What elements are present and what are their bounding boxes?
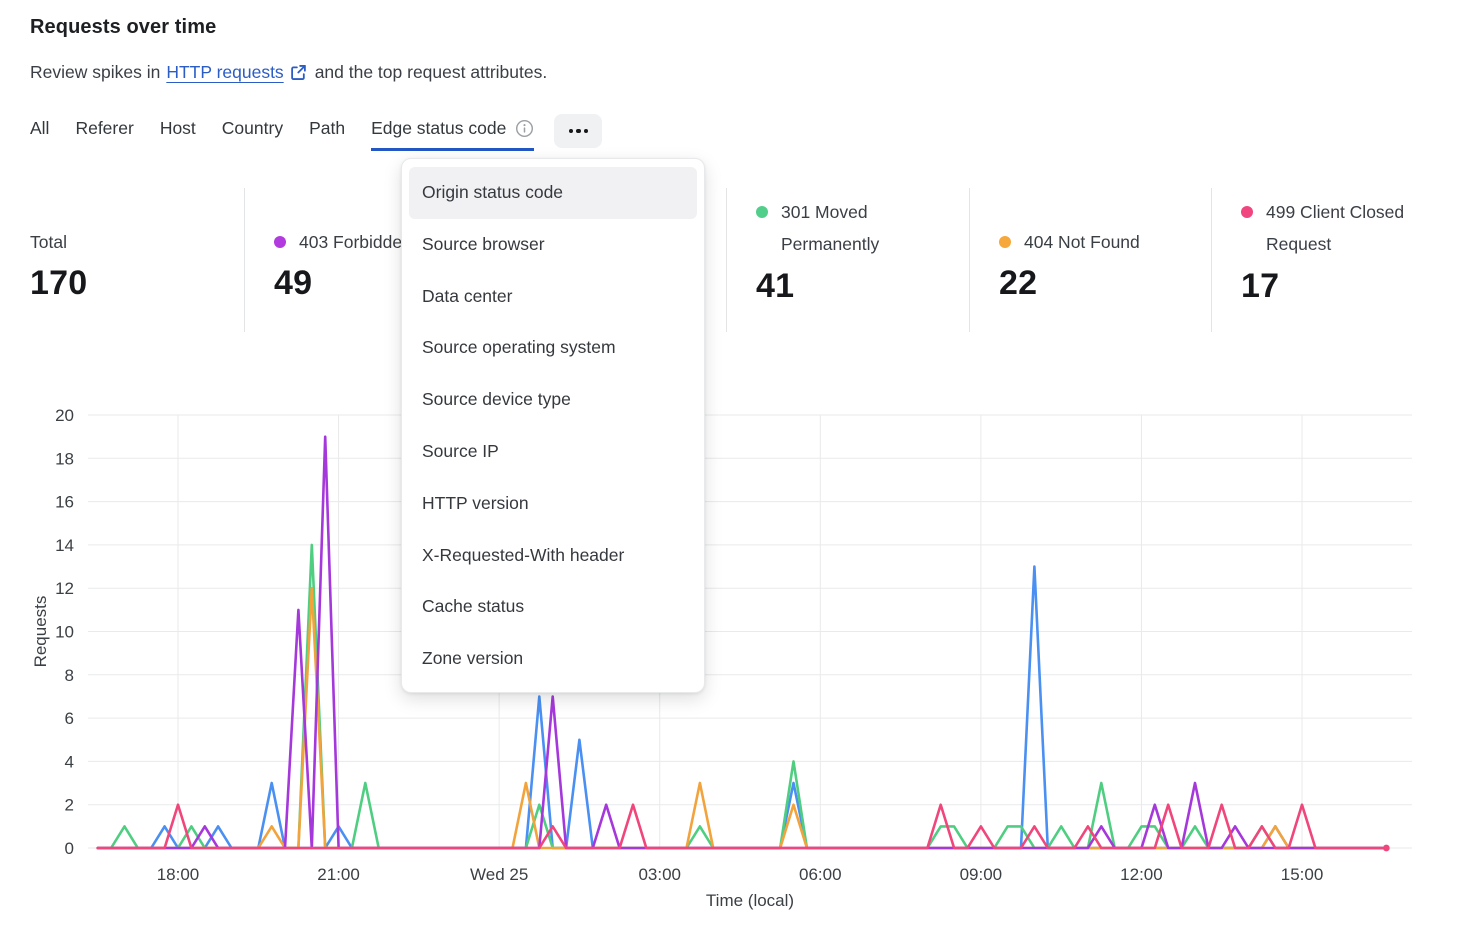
x-axis-title: Time (local) (706, 891, 794, 910)
subtitle-suffix: and the top request attributes. (314, 62, 548, 82)
x-tick-label: 09:00 (960, 865, 1003, 884)
dropdown-item-http-version[interactable]: HTTP version (422, 492, 529, 513)
stat-403-forbidden: 403 Forbidden 49 (274, 196, 469, 303)
http-requests-link[interactable]: HTTP requests (166, 62, 284, 82)
stat-404-not-found: 404 Not Found 22 (999, 196, 1194, 303)
series-line-499-client-closed-request (96, 803, 1384, 850)
stat-value: 170 (30, 264, 88, 302)
stat-divider (1211, 188, 1212, 332)
dropdown-item-source-device-type[interactable]: Source device type (422, 389, 571, 410)
dropdown-item-source-ip[interactable]: Source IP (422, 440, 499, 461)
y-tick-label: 8 (65, 666, 74, 685)
dropdown-item-origin-status-code[interactable]: Origin status code (409, 167, 697, 219)
stat-divider (726, 188, 727, 332)
tab-path[interactable]: Path (309, 118, 346, 138)
attribute-dropdown-menu: Origin status code Source browser Data cen… (401, 158, 705, 693)
series-color-dot (274, 235, 286, 248)
y-tick-label: 12 (55, 579, 74, 598)
ellipsis-icon (568, 128, 574, 134)
stat-value: 41 (756, 266, 795, 305)
external-link-icon (290, 64, 307, 81)
page-title: Requests over time (30, 16, 217, 38)
x-tick-label: 18:00 (157, 865, 200, 884)
x-tick-label: 15:00 (1281, 865, 1324, 884)
y-tick-label: 6 (65, 709, 74, 728)
tab-host[interactable]: Host (159, 118, 196, 138)
stat-label: 301 Moved Permanently (781, 202, 880, 255)
x-tick-label: Wed 25 (470, 865, 528, 884)
dropdown-item-data-center[interactable]: Data center (422, 285, 513, 306)
stat-value: 17 (1241, 266, 1280, 305)
tab-referer[interactable]: Referer (75, 118, 134, 138)
stat-301-moved-permanently: 301 Moved Permanently 41 (756, 196, 951, 306)
stat-value: 49 (274, 264, 313, 302)
x-tick-label: 06:00 (799, 865, 842, 884)
series-line-403-forbidden (96, 435, 1384, 850)
series-line-301-moved-permanently (96, 543, 1384, 850)
y-tick-label: 4 (65, 752, 74, 771)
more-attributes-button[interactable] (554, 114, 603, 148)
series-color-dot (999, 235, 1011, 248)
x-tick-label: 21:00 (317, 865, 360, 884)
x-tick-label: 12:00 (1120, 865, 1163, 884)
stat-label: 403 Forbidden (299, 231, 412, 252)
stat-label: 499 Client Closed Request (1266, 202, 1405, 255)
stat-divider (244, 188, 245, 332)
dropdown-item-source-browser[interactable]: Source browser (422, 233, 545, 254)
dropdown-item-source-operating-system[interactable]: Source operating system (422, 337, 616, 358)
stat-label: Total (30, 231, 67, 252)
stat-label: 404 Not Found (1024, 231, 1140, 252)
y-axis-title: Requests (31, 596, 50, 668)
info-icon[interactable] (515, 119, 534, 138)
dropdown-item-cache-status[interactable]: Cache status (422, 596, 525, 617)
y-tick-label: 20 (55, 406, 74, 425)
y-tick-label: 14 (55, 536, 74, 555)
y-tick-label: 0 (65, 839, 74, 858)
y-tick-label: 16 (55, 493, 74, 512)
dropdown-item-x-requested-with-header[interactable]: X-Requested-With header (422, 544, 625, 565)
stat-divider (969, 188, 970, 332)
series-color-dot (1241, 206, 1253, 218)
stat-499-client-closed-request: 499 Client Closed Request 17 (1241, 196, 1436, 306)
stat-total: Total 170 (30, 196, 225, 303)
subtitle: Review spikes in HTTP requests and the t… (30, 62, 547, 83)
tab-edge-status-code[interactable]: Edge status code (371, 118, 535, 151)
attribute-tabs: All Referer Host Country Path Edge status co… (30, 114, 603, 151)
y-tick-label: 2 (65, 796, 74, 815)
dropdown-item-zone-version[interactable]: Zone version (422, 648, 524, 669)
series-color-dot (756, 206, 768, 218)
y-tick-label: 18 (55, 449, 74, 468)
tab-country[interactable]: Country (221, 118, 284, 138)
tab-all[interactable]: All (30, 118, 50, 138)
y-tick-label: 10 (55, 623, 74, 642)
series-end-dot (1382, 844, 1390, 852)
tab-edge-status-code-label: Edge status code (371, 118, 507, 138)
stat-value: 22 (999, 264, 1038, 302)
x-tick-label: 03:00 (638, 865, 681, 884)
subtitle-prefix: Review spikes in (30, 62, 161, 82)
